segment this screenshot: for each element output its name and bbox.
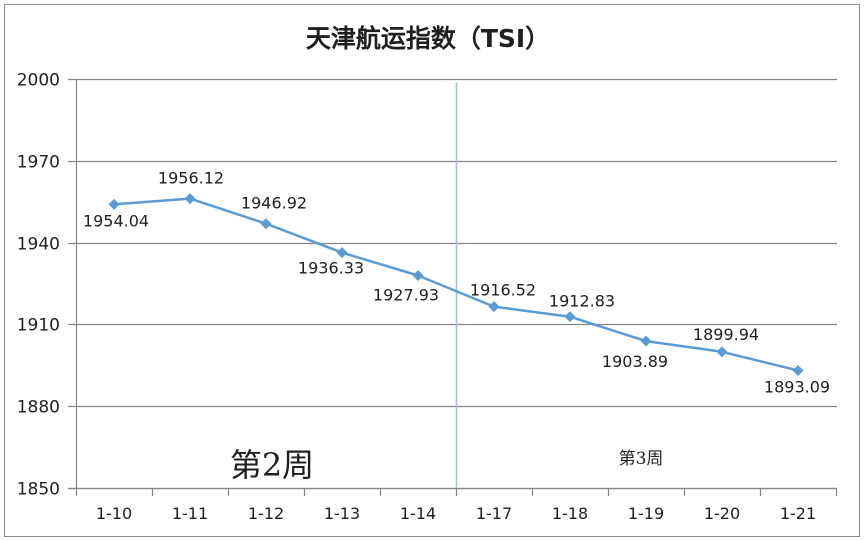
data-label: 1936.33: [298, 259, 364, 278]
x-tick-label: 1-11: [172, 504, 208, 523]
x-tick-label: 1-18: [552, 504, 588, 523]
series-line: [113, 197, 799, 372]
data-label: 1946.92: [241, 194, 307, 213]
y-tick-label: 2000: [17, 71, 60, 91]
y-tick-label: 1880: [17, 398, 60, 418]
x-tick-label: 1-13: [324, 504, 360, 523]
x-tick-label: 1-21: [780, 504, 816, 523]
y-tick-label: 1940: [17, 235, 60, 255]
x-tick-label: 1-19: [628, 504, 664, 523]
data-label: 1956.12: [158, 169, 224, 188]
data-point-marker: [564, 311, 576, 323]
data-label: 1899.94: [693, 325, 759, 344]
data-label: 1903.89: [602, 352, 668, 371]
week-3-annotation: 第3周: [619, 449, 664, 469]
data-label: 1954.04: [83, 211, 149, 230]
chart-title: 天津航运指数（TSI）: [306, 24, 550, 53]
y-tick-label: 1970: [17, 153, 60, 173]
y-tick-label: 1850: [17, 480, 60, 500]
x-axis-tick-labels: 1-10 1-11 1-12 1-13 1-14 1-17 1-18 1-19 1-20 1-21: [96, 504, 816, 523]
data-label: 1893.09: [764, 378, 830, 397]
week-2-annotation: 第2周: [230, 446, 314, 484]
data-point-marker: [108, 198, 120, 210]
data-point-marker: [792, 365, 804, 377]
data-point-marker: [184, 193, 196, 205]
chart-border: [4, 4, 860, 537]
data-label: 1927.93: [373, 286, 439, 305]
data-point-marker: [488, 301, 500, 313]
x-tick-label: 1-20: [704, 504, 740, 523]
x-tick-label: 1-10: [96, 504, 132, 523]
data-point-marker: [640, 335, 652, 347]
data-label: 1912.83: [549, 292, 615, 311]
axes: [68, 79, 838, 496]
y-tick-label: 1910: [17, 316, 60, 336]
data-point-marker: [412, 270, 424, 282]
x-tick-label: 1-12: [248, 504, 284, 523]
data-labels: 1954.04 1956.12 1946.92 1936.33 1927.93 1916.…: [83, 169, 830, 397]
x-tick-label: 1-17: [476, 504, 512, 523]
data-point-marker: [716, 346, 728, 358]
data-label: 1916.52: [470, 281, 536, 300]
x-tick-label: 1-14: [400, 504, 436, 523]
data-point-marker: [336, 247, 348, 259]
y-axis-tick-labels: 1850 1880 1910 1940 1970 2000: [17, 71, 60, 500]
series-tsi: [108, 193, 804, 377]
data-point-marker: [260, 218, 272, 230]
